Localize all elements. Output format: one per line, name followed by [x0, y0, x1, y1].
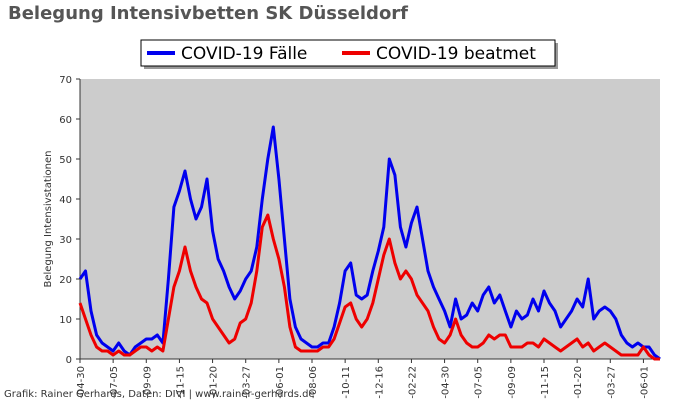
- y-tick-label: 20: [59, 275, 72, 286]
- x-tick-label: -03-27: [242, 366, 253, 399]
- y-tick-label: 0: [66, 355, 72, 366]
- y-tick-label: 30: [59, 235, 72, 246]
- x-tick-label: -04-30: [76, 366, 87, 399]
- x-axis: -04-30 -07-05 -09-09 -11-15 -01-20 -03-27 -06-…: [76, 358, 660, 399]
- y-axis-label: Belegung Intensivstationen: [43, 150, 54, 287]
- series-line-covid-beatmet: [78, 213, 660, 361]
- y-axis: 0 10 20 30 40 50 60 70: [59, 75, 81, 366]
- legend-entry-covid-beatmet: COVID-19 beatmet: [376, 44, 536, 64]
- y-tick-label: 10: [59, 315, 72, 326]
- x-tick-label: -04-30: [441, 366, 452, 399]
- x-tick-label: -07-05: [474, 366, 485, 399]
- series-line-covid-faelle: [78, 125, 661, 361]
- x-tick-label: -03-27: [606, 366, 617, 399]
- y-tick-label: 60: [59, 115, 72, 126]
- x-tick-label: -09-09: [507, 366, 518, 399]
- series-layer: [78, 125, 661, 361]
- y-tick-label: 50: [59, 155, 72, 166]
- x-tick-label: -01-20: [209, 366, 220, 399]
- credit-text: Grafik: Rainer Gerhards, Daten: DIVI | w…: [4, 389, 315, 400]
- chart-title: Belegung Intensivbetten SK Düsseldorf: [8, 3, 408, 24]
- plot-area: [80, 79, 660, 359]
- x-tick-label: -06-01: [275, 366, 286, 399]
- x-tick-label: -02-22: [407, 366, 418, 399]
- legend-entry-covid-faelle: COVID-19 Fälle: [181, 44, 307, 64]
- x-tick-label: -07-05: [109, 366, 120, 399]
- x-tick-label: -08-06: [308, 366, 319, 399]
- y-tick-label: 40: [59, 195, 72, 206]
- x-tick-label: -09-09: [142, 366, 153, 399]
- legend: COVID-19 Fälle COVID-19 beatmet: [140, 39, 558, 69]
- x-tick-label: -11-15: [540, 366, 551, 399]
- x-tick-label: -06-01: [639, 366, 650, 399]
- x-tick-label: -01-20: [573, 366, 584, 399]
- x-tick-label: -10-11: [341, 366, 352, 399]
- x-tick-label: -12-16: [374, 366, 385, 399]
- x-tick-label: -11-15: [175, 366, 186, 399]
- y-tick-label: 70: [59, 75, 72, 86]
